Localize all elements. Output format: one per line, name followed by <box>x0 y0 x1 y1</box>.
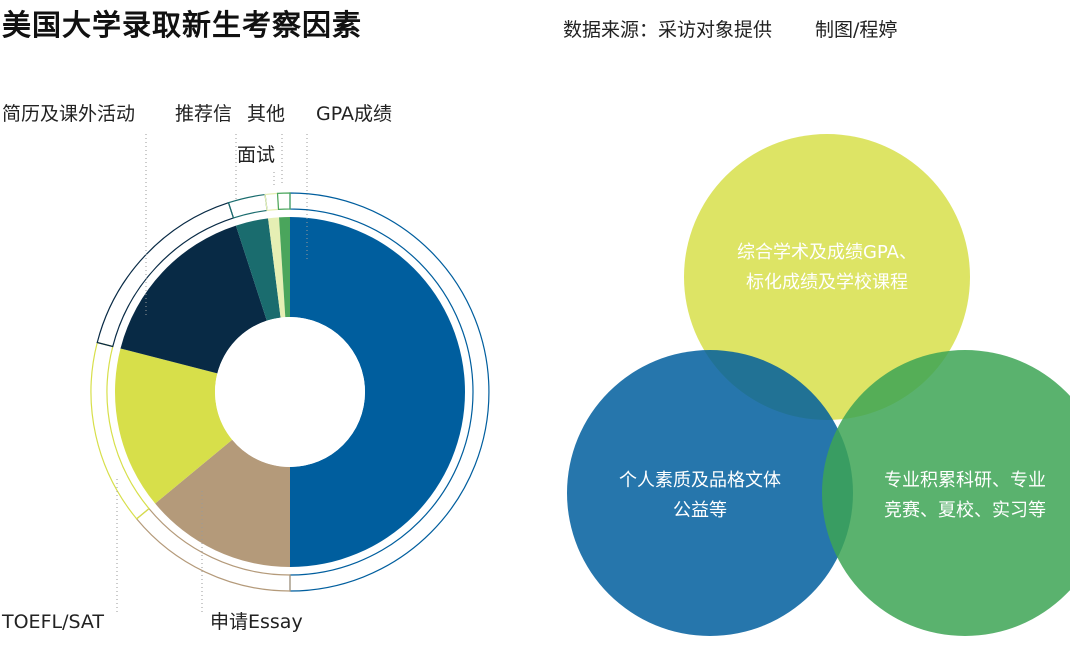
donut-slice-6 <box>268 217 286 318</box>
slice-label-4: 简历及课外活动 <box>2 103 135 125</box>
donut-slice-3 <box>114 348 233 504</box>
donut-slice-6-outer-band <box>264 192 280 212</box>
venn-circle-1 <box>684 134 970 420</box>
venn-label-3-line-2: 竞赛、夏校、实习等 <box>884 500 1046 521</box>
slice-label-3: TOEFL/SAT <box>1 611 104 633</box>
venn-circle-2 <box>567 350 853 636</box>
data-source-note: 数据来源：采访对象提供 <box>563 19 773 41</box>
donut-slice-1 <box>290 217 465 567</box>
venn-label-1-line-1: 综合学术及成绩GPA、 <box>737 242 917 263</box>
donut-slice-5 <box>235 218 281 321</box>
slice-label-7: 其他 <box>247 103 285 125</box>
slice-label-5: 推荐信 <box>175 103 232 125</box>
donut-slice-4 <box>120 225 267 374</box>
donut-slice-5-outer-band <box>227 193 268 219</box>
donut-slice-7-outer-band <box>276 192 291 210</box>
venn-circle-3 <box>822 350 1070 636</box>
venn-label-3-line-1: 专业积累科研、专业 <box>884 470 1046 491</box>
chart-title: 美国大学录取新生考察因素 <box>2 8 363 42</box>
slice-label-1: GPA成绩 <box>316 103 392 125</box>
donut-slice-2 <box>155 439 290 567</box>
donut-slice-7 <box>279 217 290 318</box>
donut-hole <box>215 317 365 467</box>
chart-credit: 制图/程婷 <box>815 19 898 41</box>
venn-label-1-line-2: 标化成绩及学校课程 <box>746 272 908 293</box>
slice-label-2: 申请Essay <box>210 611 303 633</box>
venn-label-2-line-2: 公益等 <box>673 500 727 521</box>
venn-label-2-line-1: 个人素质及品格文体 <box>619 470 781 491</box>
slice-label-6: 面试 <box>237 144 275 166</box>
